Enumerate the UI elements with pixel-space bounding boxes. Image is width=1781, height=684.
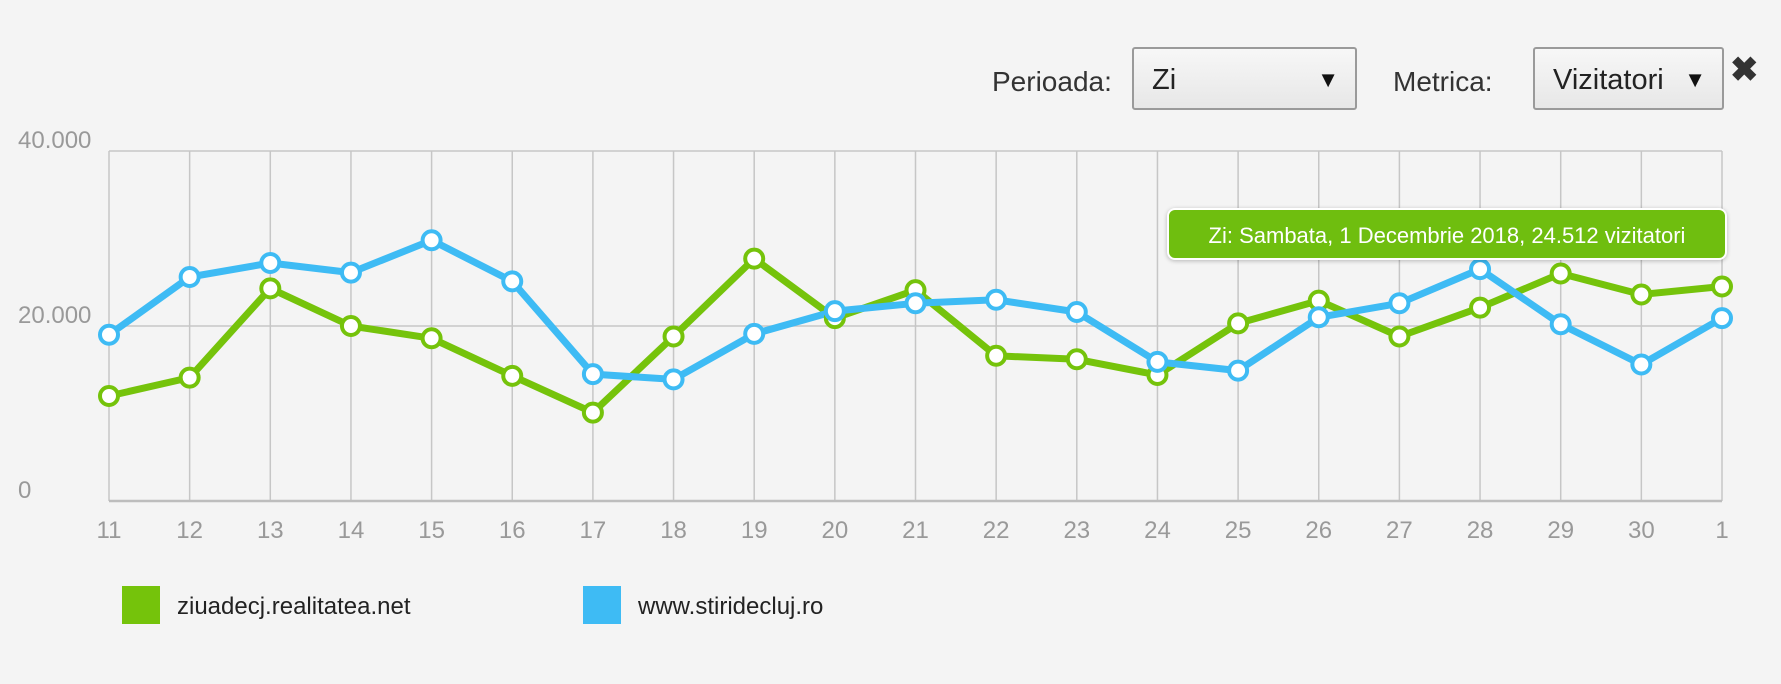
data-point[interactable] — [1630, 283, 1653, 306]
data-point[interactable] — [1630, 353, 1653, 376]
x-tick-label: 30 — [1628, 517, 1655, 544]
chart-controls: Perioada: Zi ▼ Metrica: Vizitatori ▼ ✖ — [0, 47, 1781, 112]
data-point[interactable] — [339, 315, 362, 337]
chart-series — [98, 229, 1733, 424]
x-tick-label: 18 — [660, 517, 687, 544]
x-tick-label: 12 — [176, 517, 203, 544]
x-tick-label: 27 — [1386, 517, 1413, 544]
x-tick-label: 15 — [418, 517, 445, 544]
x-tick-label: 11 — [97, 517, 122, 544]
period-select[interactable]: Zi ▼ — [1132, 47, 1357, 110]
data-point[interactable] — [1065, 348, 1088, 371]
metric-select-value: Vizitatori — [1553, 64, 1664, 96]
x-tick-label: 23 — [1063, 517, 1090, 544]
metric-label: Metrica: — [1393, 66, 1493, 97]
data-point[interactable] — [339, 261, 362, 284]
period-label: Perioada: — [992, 66, 1112, 97]
x-tick-label: 1 — [1715, 517, 1728, 544]
data-point[interactable] — [98, 385, 120, 407]
y-tick-label: 40.000 — [18, 127, 91, 154]
chevron-down-icon: ▼ — [1317, 67, 1339, 92]
x-tick-label: 13 — [257, 517, 284, 544]
data-point[interactable] — [985, 288, 1008, 311]
x-axis-ticks: 11 12 13 14 15 16 17 18 19 20 21 22 23 24 25 26 27 28 29 30… — [97, 517, 1729, 544]
data-point[interactable] — [1711, 275, 1733, 298]
data-point[interactable] — [904, 292, 927, 315]
x-tick-label: 21 — [902, 517, 929, 544]
metric-select[interactable]: Vizitatori ▼ — [1533, 47, 1724, 110]
x-tick-label: 14 — [338, 517, 365, 544]
x-tick-label: 19 — [741, 517, 768, 544]
data-point[interactable] — [823, 300, 846, 323]
data-point[interactable] — [178, 266, 201, 288]
data-point[interactable] — [1388, 292, 1411, 315]
data-point[interactable] — [1469, 296, 1492, 319]
data-point[interactable] — [1549, 262, 1572, 285]
x-tick-label: 17 — [580, 517, 607, 544]
data-point[interactable] — [581, 401, 604, 424]
data-point[interactable] — [98, 323, 120, 346]
data-point[interactable] — [1307, 306, 1330, 329]
data-point[interactable] — [662, 325, 685, 348]
x-tick-label: 22 — [983, 517, 1010, 544]
data-point[interactable] — [1388, 325, 1411, 348]
legend-swatch — [583, 586, 621, 624]
data-point[interactable] — [1146, 350, 1169, 373]
y-tick-label: 20.000 — [18, 302, 91, 329]
data-point[interactable] — [259, 252, 282, 274]
chart-tooltip: Zi: Sambata, 1 Decembrie 2018, 24.512 vi… — [1167, 208, 1727, 260]
period-select-value: Zi — [1152, 64, 1177, 96]
data-point[interactable] — [1227, 312, 1250, 335]
data-point[interactable] — [662, 368, 685, 391]
data-point[interactable] — [501, 364, 524, 387]
close-icon[interactable]: ✖ — [1730, 51, 1759, 89]
x-tick-label: 25 — [1225, 517, 1252, 544]
data-point[interactable] — [743, 322, 766, 345]
legend-label: www.stiridecluj.ro — [638, 593, 824, 620]
data-point[interactable] — [1469, 258, 1492, 281]
data-point[interactable] — [420, 327, 443, 350]
data-point[interactable] — [1711, 307, 1733, 330]
x-tick-label: 16 — [499, 517, 526, 544]
legend-label: ziuadecj.realitatea.net — [177, 593, 411, 620]
data-point[interactable] — [178, 366, 201, 389]
data-point[interactable] — [1227, 359, 1250, 382]
chart-legend: ziuadecj.realitatea.net www.stiridecluj.… — [0, 584, 1781, 634]
y-tick-label: 0 — [18, 477, 31, 504]
chart-grid — [108, 150, 1723, 503]
x-tick-label: 29 — [1547, 517, 1574, 544]
legend-item-series-1[interactable]: ziuadecj.realitatea.net — [122, 584, 452, 628]
data-point[interactable] — [501, 270, 524, 293]
data-point[interactable] — [420, 229, 443, 252]
x-tick-label: 24 — [1144, 517, 1171, 544]
legend-swatch — [122, 586, 160, 624]
data-point[interactable] — [581, 363, 604, 386]
data-point[interactable] — [985, 344, 1008, 367]
chevron-down-icon: ▼ — [1684, 67, 1706, 92]
data-point[interactable] — [259, 277, 282, 300]
legend-item-series-2[interactable]: www.stiridecluj.ro — [583, 584, 843, 628]
x-tick-label: 28 — [1467, 517, 1494, 544]
data-point[interactable] — [743, 247, 766, 270]
data-point[interactable] — [1065, 301, 1088, 323]
data-point[interactable] — [1549, 313, 1572, 336]
x-tick-label: 20 — [821, 517, 848, 544]
x-tick-label: 26 — [1305, 517, 1332, 544]
y-axis-ticks: 0 20.000 40.000 — [18, 127, 91, 504]
